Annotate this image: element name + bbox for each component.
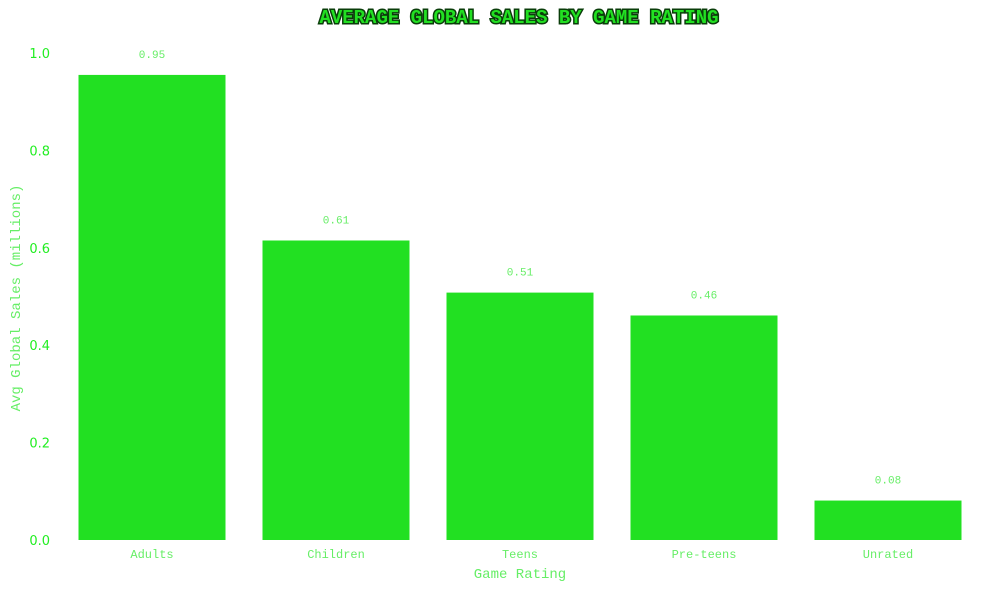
data-label: 0.95 — [139, 50, 165, 62]
bar-unrated — [814, 500, 962, 540]
y-tick-label: 0.6 — [29, 242, 50, 257]
bar-children — [262, 240, 410, 540]
x-tick-label: Adults — [130, 548, 173, 562]
data-labels-group: 0.95 0.61 0.51 0.46 0.08 — [139, 50, 901, 488]
x-tick-label: Unrated — [863, 548, 913, 562]
bar-pre-teens — [630, 315, 778, 540]
y-axis-label: Avg Global Sales (millions) — [9, 185, 25, 412]
x-axis-ticks: Adults Children Teens Pre-teens Unrated — [130, 548, 913, 562]
y-tick-label: 0.8 — [29, 144, 50, 159]
y-axis-ticks: 0.0 0.2 0.4 0.6 0.8 1.0 — [29, 47, 50, 549]
data-label: 0.51 — [507, 268, 534, 280]
data-label: 0.61 — [323, 215, 350, 227]
bars-group — [78, 74, 962, 540]
bar-adults — [78, 74, 226, 540]
bar-teens — [446, 292, 594, 540]
x-tick-label: Pre-teens — [672, 548, 737, 562]
y-tick-label: 0.0 — [29, 534, 50, 549]
y-tick-label: 0.2 — [29, 437, 50, 452]
data-label: 0.46 — [691, 290, 717, 302]
x-axis-label: Game Rating — [474, 567, 566, 583]
y-tick-label: 1.0 — [29, 47, 50, 62]
x-tick-label: Children — [307, 548, 365, 562]
x-tick-label: Teens — [502, 548, 538, 562]
chart-title: AVERAGE GLOBAL SALES BY GAME RATING — [319, 7, 718, 29]
data-label: 0.08 — [875, 476, 901, 488]
y-tick-label: 0.4 — [29, 339, 50, 354]
